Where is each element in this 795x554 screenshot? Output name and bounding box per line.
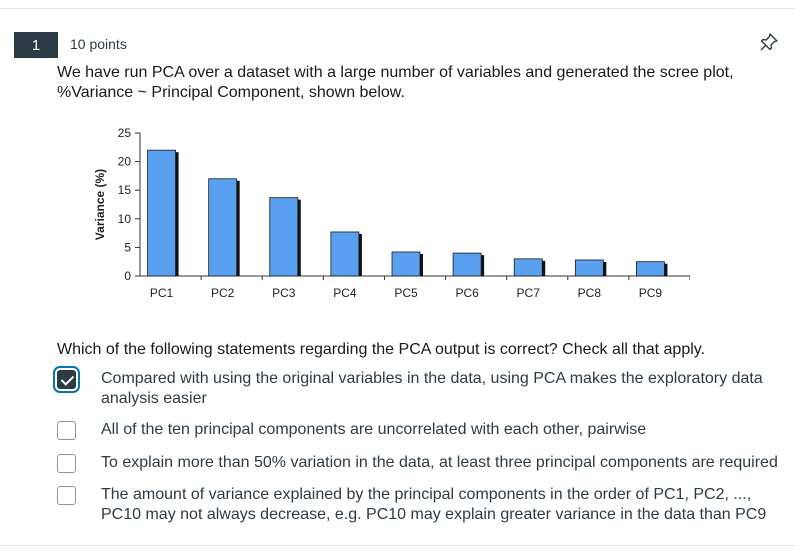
answer-option-3[interactable]: To explain more than 50% variation in th… <box>57 453 778 475</box>
option-4-label: The amount of variance explained by the … <box>101 486 767 523</box>
top-divider <box>0 8 795 9</box>
x-tick-label: PC4 <box>333 286 357 300</box>
answer-option-2[interactable]: All of the ten principal components are … <box>57 420 777 442</box>
answer-option-4[interactable]: The amount of variance explained by the … <box>57 485 777 527</box>
answer-option-1[interactable]: Compared with using the original variabl… <box>57 368 777 410</box>
bar-pc7 <box>513 258 543 277</box>
option-3-label: To explain more than 50% variation in th… <box>101 454 778 471</box>
option-1-label: Compared with using the original variabl… <box>101 370 763 407</box>
question-number-badge: 1 <box>14 32 58 58</box>
x-tick-label: PC7 <box>517 286 541 300</box>
x-tick-label: PC2 <box>211 286 235 300</box>
option-2-label: All of the ten principal components are … <box>101 421 647 438</box>
bottom-divider <box>0 545 795 546</box>
y-tick-label: 0 <box>124 269 131 283</box>
option-1-checkbox[interactable] <box>57 370 76 389</box>
x-tick-label: PC6 <box>455 286 479 300</box>
bar-pc6 <box>452 252 482 277</box>
question-points: 10 points <box>70 36 127 52</box>
bar-pc3 <box>269 197 299 277</box>
y-tick-label: 10 <box>118 212 132 226</box>
bar-pc4 <box>330 231 360 277</box>
x-tick-label: PC8 <box>578 286 602 300</box>
option-4-checkbox[interactable] <box>57 486 76 505</box>
question-instruction: Which of the following statements regard… <box>57 341 706 358</box>
x-tick-label: PC3 <box>272 286 296 300</box>
y-tick-label: 5 <box>124 240 131 254</box>
y-tick-label: 25 <box>118 126 132 140</box>
option-2-checkbox[interactable] <box>57 421 76 440</box>
pin-icon[interactable] <box>759 32 779 52</box>
bar-pc5 <box>391 251 421 277</box>
option-3-checkbox[interactable] <box>57 454 76 473</box>
bar-pc8 <box>574 259 604 277</box>
y-axis-label: Variance (%) <box>93 169 107 240</box>
bar-pc1 <box>147 149 176 277</box>
question-prompt: We have run PCA over a dataset with a la… <box>57 64 734 101</box>
bar-pc2 <box>208 178 238 277</box>
bar-pc9 <box>636 261 665 277</box>
y-tick-label: 15 <box>118 183 132 197</box>
x-tick-label: PC5 <box>394 286 418 300</box>
x-tick-label: PC9 <box>639 286 663 300</box>
y-tick-label: 20 <box>118 155 132 169</box>
x-tick-label: PC1 <box>150 286 174 300</box>
scree-plot: 0 5 10 15 20 25 Variance (%) PC1 PC2 PC3 PC4 PC5 PC6… <box>93 126 690 300</box>
